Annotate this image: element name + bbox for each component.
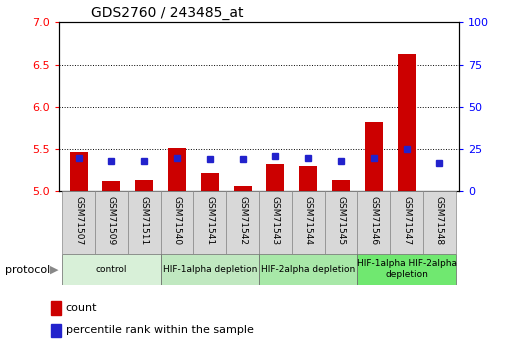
FancyBboxPatch shape (161, 191, 193, 254)
Text: GSM71544: GSM71544 (304, 196, 313, 245)
Bar (233, 186, 252, 191)
FancyBboxPatch shape (259, 254, 358, 285)
FancyBboxPatch shape (390, 191, 423, 254)
FancyBboxPatch shape (358, 254, 456, 285)
Text: GSM71507: GSM71507 (74, 196, 83, 246)
Bar (299, 166, 317, 191)
Bar (398, 54, 416, 191)
Text: count: count (66, 303, 97, 313)
Bar (201, 173, 219, 191)
Text: GSM71541: GSM71541 (205, 196, 214, 246)
Bar (70, 152, 88, 191)
Text: GSM71511: GSM71511 (140, 196, 149, 246)
FancyBboxPatch shape (128, 191, 161, 254)
Bar (266, 165, 285, 191)
FancyBboxPatch shape (226, 191, 259, 254)
FancyBboxPatch shape (62, 254, 161, 285)
Text: GSM71543: GSM71543 (271, 196, 280, 246)
Bar (365, 122, 383, 191)
Text: HIF-1alpha depletion: HIF-1alpha depletion (163, 265, 257, 274)
FancyBboxPatch shape (358, 191, 390, 254)
Text: GDS2760 / 243485_at: GDS2760 / 243485_at (91, 6, 244, 20)
Text: HIF-2alpha depletion: HIF-2alpha depletion (261, 265, 356, 274)
Text: HIF-1alpha HIF-2alpha
depletion: HIF-1alpha HIF-2alpha depletion (357, 259, 457, 279)
Text: GSM71548: GSM71548 (435, 196, 444, 246)
Bar (103, 181, 121, 191)
FancyBboxPatch shape (193, 191, 226, 254)
Bar (332, 180, 350, 191)
Text: ▶: ▶ (50, 265, 59, 275)
Text: GSM71540: GSM71540 (172, 196, 182, 246)
FancyBboxPatch shape (161, 254, 259, 285)
FancyBboxPatch shape (95, 191, 128, 254)
Text: percentile rank within the sample: percentile rank within the sample (66, 325, 253, 335)
Text: GSM71542: GSM71542 (238, 196, 247, 245)
FancyBboxPatch shape (62, 191, 95, 254)
Bar (51, 324, 61, 337)
Bar (168, 148, 186, 191)
FancyBboxPatch shape (292, 191, 325, 254)
FancyBboxPatch shape (423, 191, 456, 254)
Bar (135, 180, 153, 191)
Text: GSM71547: GSM71547 (402, 196, 411, 246)
FancyBboxPatch shape (325, 191, 358, 254)
FancyBboxPatch shape (259, 191, 292, 254)
Text: GSM71509: GSM71509 (107, 196, 116, 246)
Text: GSM71546: GSM71546 (369, 196, 379, 246)
Text: GSM71545: GSM71545 (337, 196, 346, 246)
Bar (51, 301, 61, 315)
Text: control: control (96, 265, 127, 274)
Text: protocol: protocol (5, 265, 50, 275)
